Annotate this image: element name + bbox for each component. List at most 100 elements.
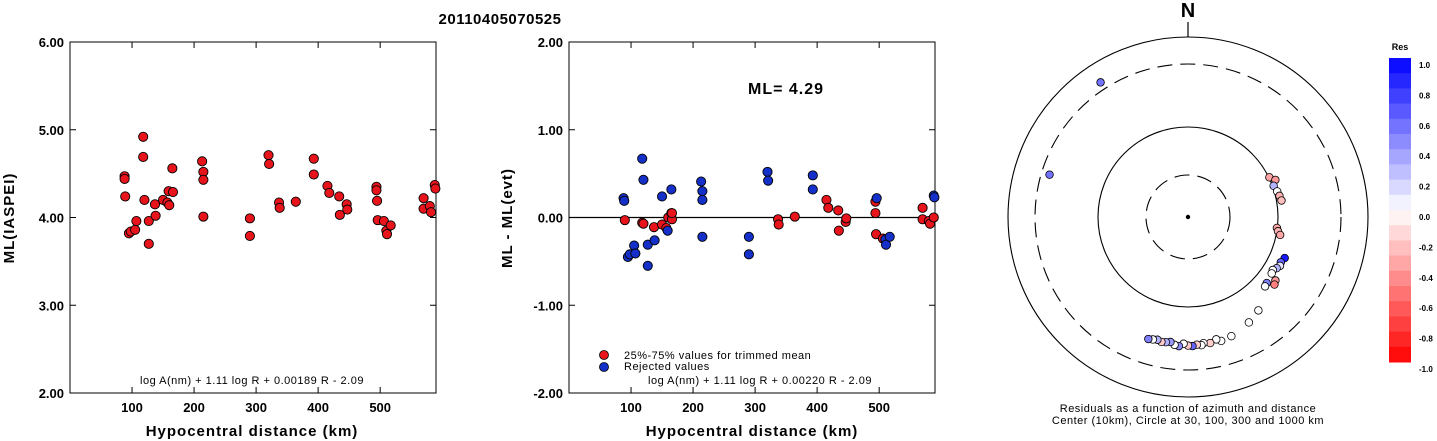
data-point (649, 235, 660, 246)
x-tick-label: 300 (245, 400, 267, 415)
polar-center (1185, 214, 1191, 220)
colorbar-tick-label: 0.6 (1419, 122, 1431, 131)
colorbar-cell (1389, 134, 1411, 150)
x-tick-label: 400 (307, 400, 329, 415)
left-formula: log A(nm) + 1.11 log R + 0.00189 R - 2.0… (140, 375, 364, 387)
legend-label-accepted: 25%-75% values for trimmed mean (624, 350, 811, 362)
data-point (833, 225, 844, 236)
data-point (120, 191, 131, 202)
data-point (823, 202, 834, 213)
data-point (139, 194, 150, 205)
x-tick-label: 100 (121, 400, 143, 415)
colorbar-cell (1389, 286, 1411, 302)
middle-formula: log A(nm) + 1.11 log R + 0.00220 R - 2.0… (648, 375, 872, 387)
data-point (666, 184, 677, 195)
colorbar-tick-label: -1.0 (1419, 365, 1433, 374)
data-point (619, 195, 630, 206)
x-tick-label: 500 (369, 400, 391, 415)
data-point (138, 131, 149, 142)
x-tick-label: 200 (183, 400, 205, 415)
polar-caption-1: Residuals as a function of azimuth and d… (1060, 403, 1316, 415)
data-point (430, 183, 441, 194)
colorbar-tick-label: -0.4 (1419, 274, 1433, 283)
data-point (642, 260, 653, 271)
data-point (131, 215, 142, 227)
colorbar-cell (1389, 240, 1411, 257)
data-point (662, 225, 673, 236)
polar-panel: N Residuals as a function of azimuth and… (1007, 0, 1369, 427)
data-point (119, 173, 130, 184)
data-point (666, 208, 678, 219)
middle-ylabel: ML - ML(evt) (499, 168, 516, 268)
y-tick-label: 0.00 (538, 211, 563, 226)
colorbar-cell (1389, 118, 1411, 135)
colorbar-cell (1389, 103, 1411, 120)
y-tick-label: 2.00 (39, 386, 64, 401)
data-point (150, 210, 161, 221)
data-point (418, 193, 429, 204)
middle-xlabel: Hypocentral distance (km) (646, 423, 859, 440)
data-point (342, 204, 353, 215)
data-point (371, 185, 382, 196)
colorbar-cell (1389, 88, 1411, 105)
left-panel: 100 200 300 400 500 2.00 3.00 4.00 5.00 6.00 log … (1, 35, 441, 440)
data-point (807, 170, 818, 181)
data-point (697, 186, 708, 197)
residual-point (1254, 306, 1263, 315)
data-point (372, 195, 383, 206)
middle-axis-ticks: 100 200 300 400 500 -2.00 -1.00 0.00 1.00 2.00 (533, 35, 935, 415)
colorbar-cell (1389, 301, 1411, 317)
data-point (789, 211, 800, 222)
residual-point (1045, 170, 1054, 179)
residual-point (1275, 230, 1285, 240)
residual-point (1244, 318, 1254, 327)
data-point (290, 196, 301, 207)
data-point (619, 215, 630, 226)
colorbar-cell (1389, 73, 1411, 89)
data-point (833, 205, 844, 216)
colorbar-cell (1389, 149, 1411, 165)
data-point (917, 202, 928, 213)
colorbar-cell (1389, 58, 1411, 74)
data-point (334, 191, 345, 202)
data-point (143, 238, 154, 249)
data-point (638, 218, 649, 229)
data-point (697, 231, 708, 242)
data-point (657, 191, 668, 202)
data-point (425, 207, 437, 218)
data-point (841, 213, 852, 224)
data-point (263, 150, 274, 161)
data-point (385, 220, 396, 231)
data-point (638, 174, 649, 185)
y-tick-label: 2.00 (538, 35, 563, 50)
colorbar-tick-label: -0.6 (1419, 304, 1433, 313)
distance-rings (1007, 36, 1369, 398)
north-label: N (1181, 0, 1195, 22)
data-point (807, 184, 818, 195)
data-point (870, 208, 881, 219)
middle-panel: 100 200 300 400 500 -2.00 -1.00 0.00 1.00 2.00 ML… (499, 35, 940, 440)
colorbar-tick-label: 0.4 (1419, 152, 1431, 161)
data-point (697, 194, 708, 205)
polar-caption-2: Center (10km), Circle at 30, 100, 300 an… (1052, 415, 1324, 427)
legend-label-rejected: Rejected values (624, 361, 710, 373)
data-point (743, 231, 754, 242)
x-tick-label: 500 (868, 400, 890, 415)
colorbar-tick-label: 1.0 (1419, 61, 1431, 70)
colorbar-cell (1389, 346, 1411, 363)
data-point (264, 158, 275, 170)
residual-point (1270, 280, 1279, 289)
data-point (274, 202, 285, 213)
data-point (143, 215, 154, 227)
data-point (928, 212, 939, 223)
y-tick-label: -2.00 (533, 386, 563, 401)
data-point (308, 153, 319, 164)
figure-title: 20110405070525 (439, 11, 562, 28)
data-point (164, 200, 175, 211)
colorbar-labels: 1.0 0.8 0.6 0.4 0.2 0.0 -0.2 -0.4 -0.6 -0.8 -1.0 (1419, 61, 1433, 374)
polar-points (1045, 78, 1289, 351)
ring-100km (1097, 126, 1279, 308)
ml-annotation: ML= 4.29 (748, 81, 824, 98)
data-point (198, 211, 209, 222)
x-tick-label: 400 (806, 400, 828, 415)
